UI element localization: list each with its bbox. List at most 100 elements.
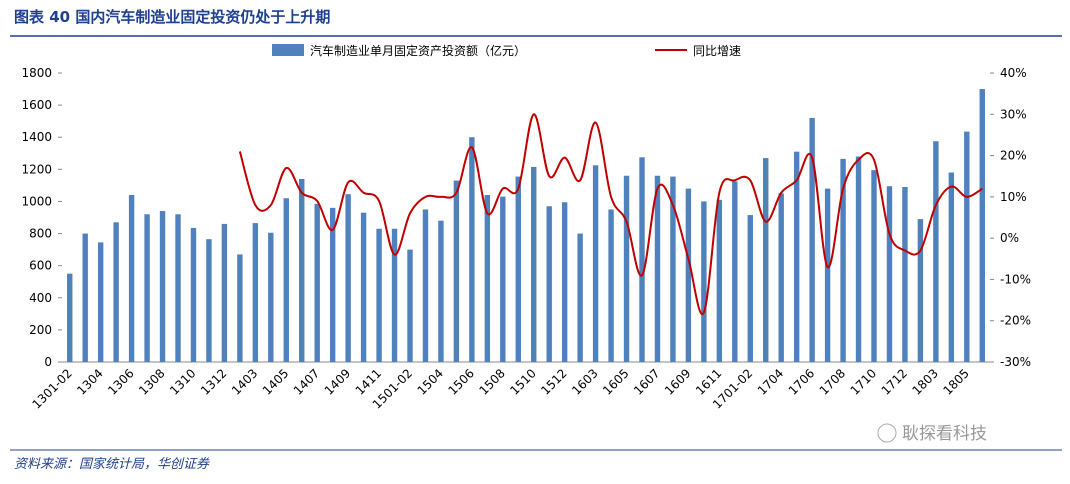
bar bbox=[685, 188, 692, 362]
bar bbox=[500, 196, 506, 362]
bar bbox=[639, 157, 645, 362]
bar bbox=[438, 220, 444, 362]
bar bbox=[221, 223, 228, 362]
x-tick-label: 1409 bbox=[322, 366, 353, 397]
bar bbox=[716, 199, 723, 362]
bar bbox=[175, 214, 181, 362]
bar bbox=[97, 242, 104, 362]
bar bbox=[268, 232, 274, 362]
x-tick-label: 1510 bbox=[507, 366, 538, 397]
y-tick-label: 1800 bbox=[21, 66, 52, 80]
bar bbox=[67, 273, 73, 362]
x-tick-label: 1803 bbox=[909, 366, 940, 397]
bar bbox=[329, 207, 336, 362]
watermark-icon bbox=[877, 423, 897, 443]
bar bbox=[855, 156, 862, 362]
x-tick-label: 1304 bbox=[74, 366, 105, 397]
x-tick-label: 1609 bbox=[662, 366, 693, 397]
x-tick-label: 1508 bbox=[476, 366, 507, 397]
watermark: 耿探看科技 bbox=[902, 424, 987, 444]
y2-tick-label: 10% bbox=[1000, 190, 1027, 204]
y2-tick-label: -10% bbox=[1000, 272, 1031, 286]
bar bbox=[113, 222, 119, 362]
x-tick-label: 1504 bbox=[415, 366, 446, 397]
bar bbox=[964, 131, 970, 362]
bar bbox=[561, 202, 568, 362]
bar bbox=[82, 233, 88, 362]
x-tick-label: 1308 bbox=[136, 366, 167, 397]
y-tick-label: 600 bbox=[29, 259, 52, 273]
legend-label: 同比增速 bbox=[693, 44, 741, 58]
bar bbox=[391, 228, 398, 362]
bar bbox=[144, 214, 150, 362]
y2-tick-label: 0% bbox=[1000, 231, 1019, 245]
source: 资料来源：国家统计局，华创证券 bbox=[14, 456, 210, 472]
bar bbox=[793, 151, 800, 362]
bar bbox=[237, 254, 243, 362]
y-tick-label: 0 bbox=[44, 355, 52, 369]
x-tick-label: 1405 bbox=[260, 366, 291, 397]
bar bbox=[422, 209, 429, 362]
bar bbox=[701, 201, 707, 362]
bar bbox=[407, 249, 413, 362]
x-tick-label: 1512 bbox=[538, 366, 569, 397]
bar bbox=[515, 176, 521, 362]
x-tick-label: 1805 bbox=[940, 366, 971, 397]
x-tick-label: 1306 bbox=[105, 366, 136, 397]
bar bbox=[608, 209, 614, 362]
bar bbox=[871, 170, 877, 362]
bar bbox=[299, 178, 305, 362]
x-tick-label: 1403 bbox=[229, 366, 260, 397]
x-tick-label: 1310 bbox=[167, 366, 198, 397]
x-tick-label: 1603 bbox=[569, 366, 600, 397]
bar bbox=[824, 188, 831, 362]
bar bbox=[592, 165, 599, 362]
y-tick-label: 1400 bbox=[21, 130, 52, 144]
bar bbox=[484, 195, 491, 362]
bar bbox=[917, 219, 924, 362]
bar bbox=[948, 172, 955, 362]
bar bbox=[206, 239, 212, 362]
bar bbox=[763, 158, 769, 362]
bar bbox=[747, 215, 753, 362]
x-tick-label: 1607 bbox=[631, 366, 662, 397]
bar bbox=[453, 180, 460, 362]
bar bbox=[345, 194, 351, 362]
bar bbox=[283, 198, 289, 362]
x-tick-label: 1704 bbox=[755, 366, 786, 397]
y-tick-label: 800 bbox=[29, 227, 52, 241]
x-tick-label: 1712 bbox=[879, 366, 910, 397]
bar bbox=[190, 227, 197, 362]
bar bbox=[654, 175, 661, 362]
x-tick-label: 1407 bbox=[291, 366, 322, 397]
bar bbox=[376, 228, 382, 362]
y-tick-label: 1000 bbox=[21, 194, 52, 208]
y2-tick-label: -30% bbox=[1000, 355, 1031, 369]
x-tick-label: 1706 bbox=[786, 366, 817, 397]
y2-tick-label: 20% bbox=[1000, 149, 1027, 163]
line bbox=[238, 113, 983, 316]
bar bbox=[933, 141, 939, 362]
bar bbox=[360, 212, 367, 362]
bar bbox=[809, 117, 815, 362]
x-tick-label: 1312 bbox=[198, 366, 229, 397]
bar bbox=[469, 137, 475, 362]
bar bbox=[670, 176, 676, 362]
bar bbox=[886, 186, 893, 362]
bar bbox=[159, 211, 166, 362]
bar bbox=[252, 223, 259, 362]
bar bbox=[128, 195, 135, 362]
y-tick-label: 1200 bbox=[21, 162, 52, 176]
x-tick-label: 1605 bbox=[600, 366, 631, 397]
chart-title: 图表 40 国内汽车制造业固定投资仍处于上升期 bbox=[14, 8, 330, 26]
bar bbox=[546, 206, 552, 362]
y-tick-label: 400 bbox=[29, 291, 52, 305]
bar bbox=[623, 175, 630, 362]
y-tick-label: 200 bbox=[29, 323, 52, 337]
y2-tick-label: -20% bbox=[1000, 314, 1031, 328]
x-tick-label: 1301-02 bbox=[30, 366, 75, 411]
y2-tick-label: 30% bbox=[1000, 107, 1027, 121]
legend-swatch bbox=[272, 44, 304, 56]
y-tick-label: 1600 bbox=[21, 98, 52, 112]
